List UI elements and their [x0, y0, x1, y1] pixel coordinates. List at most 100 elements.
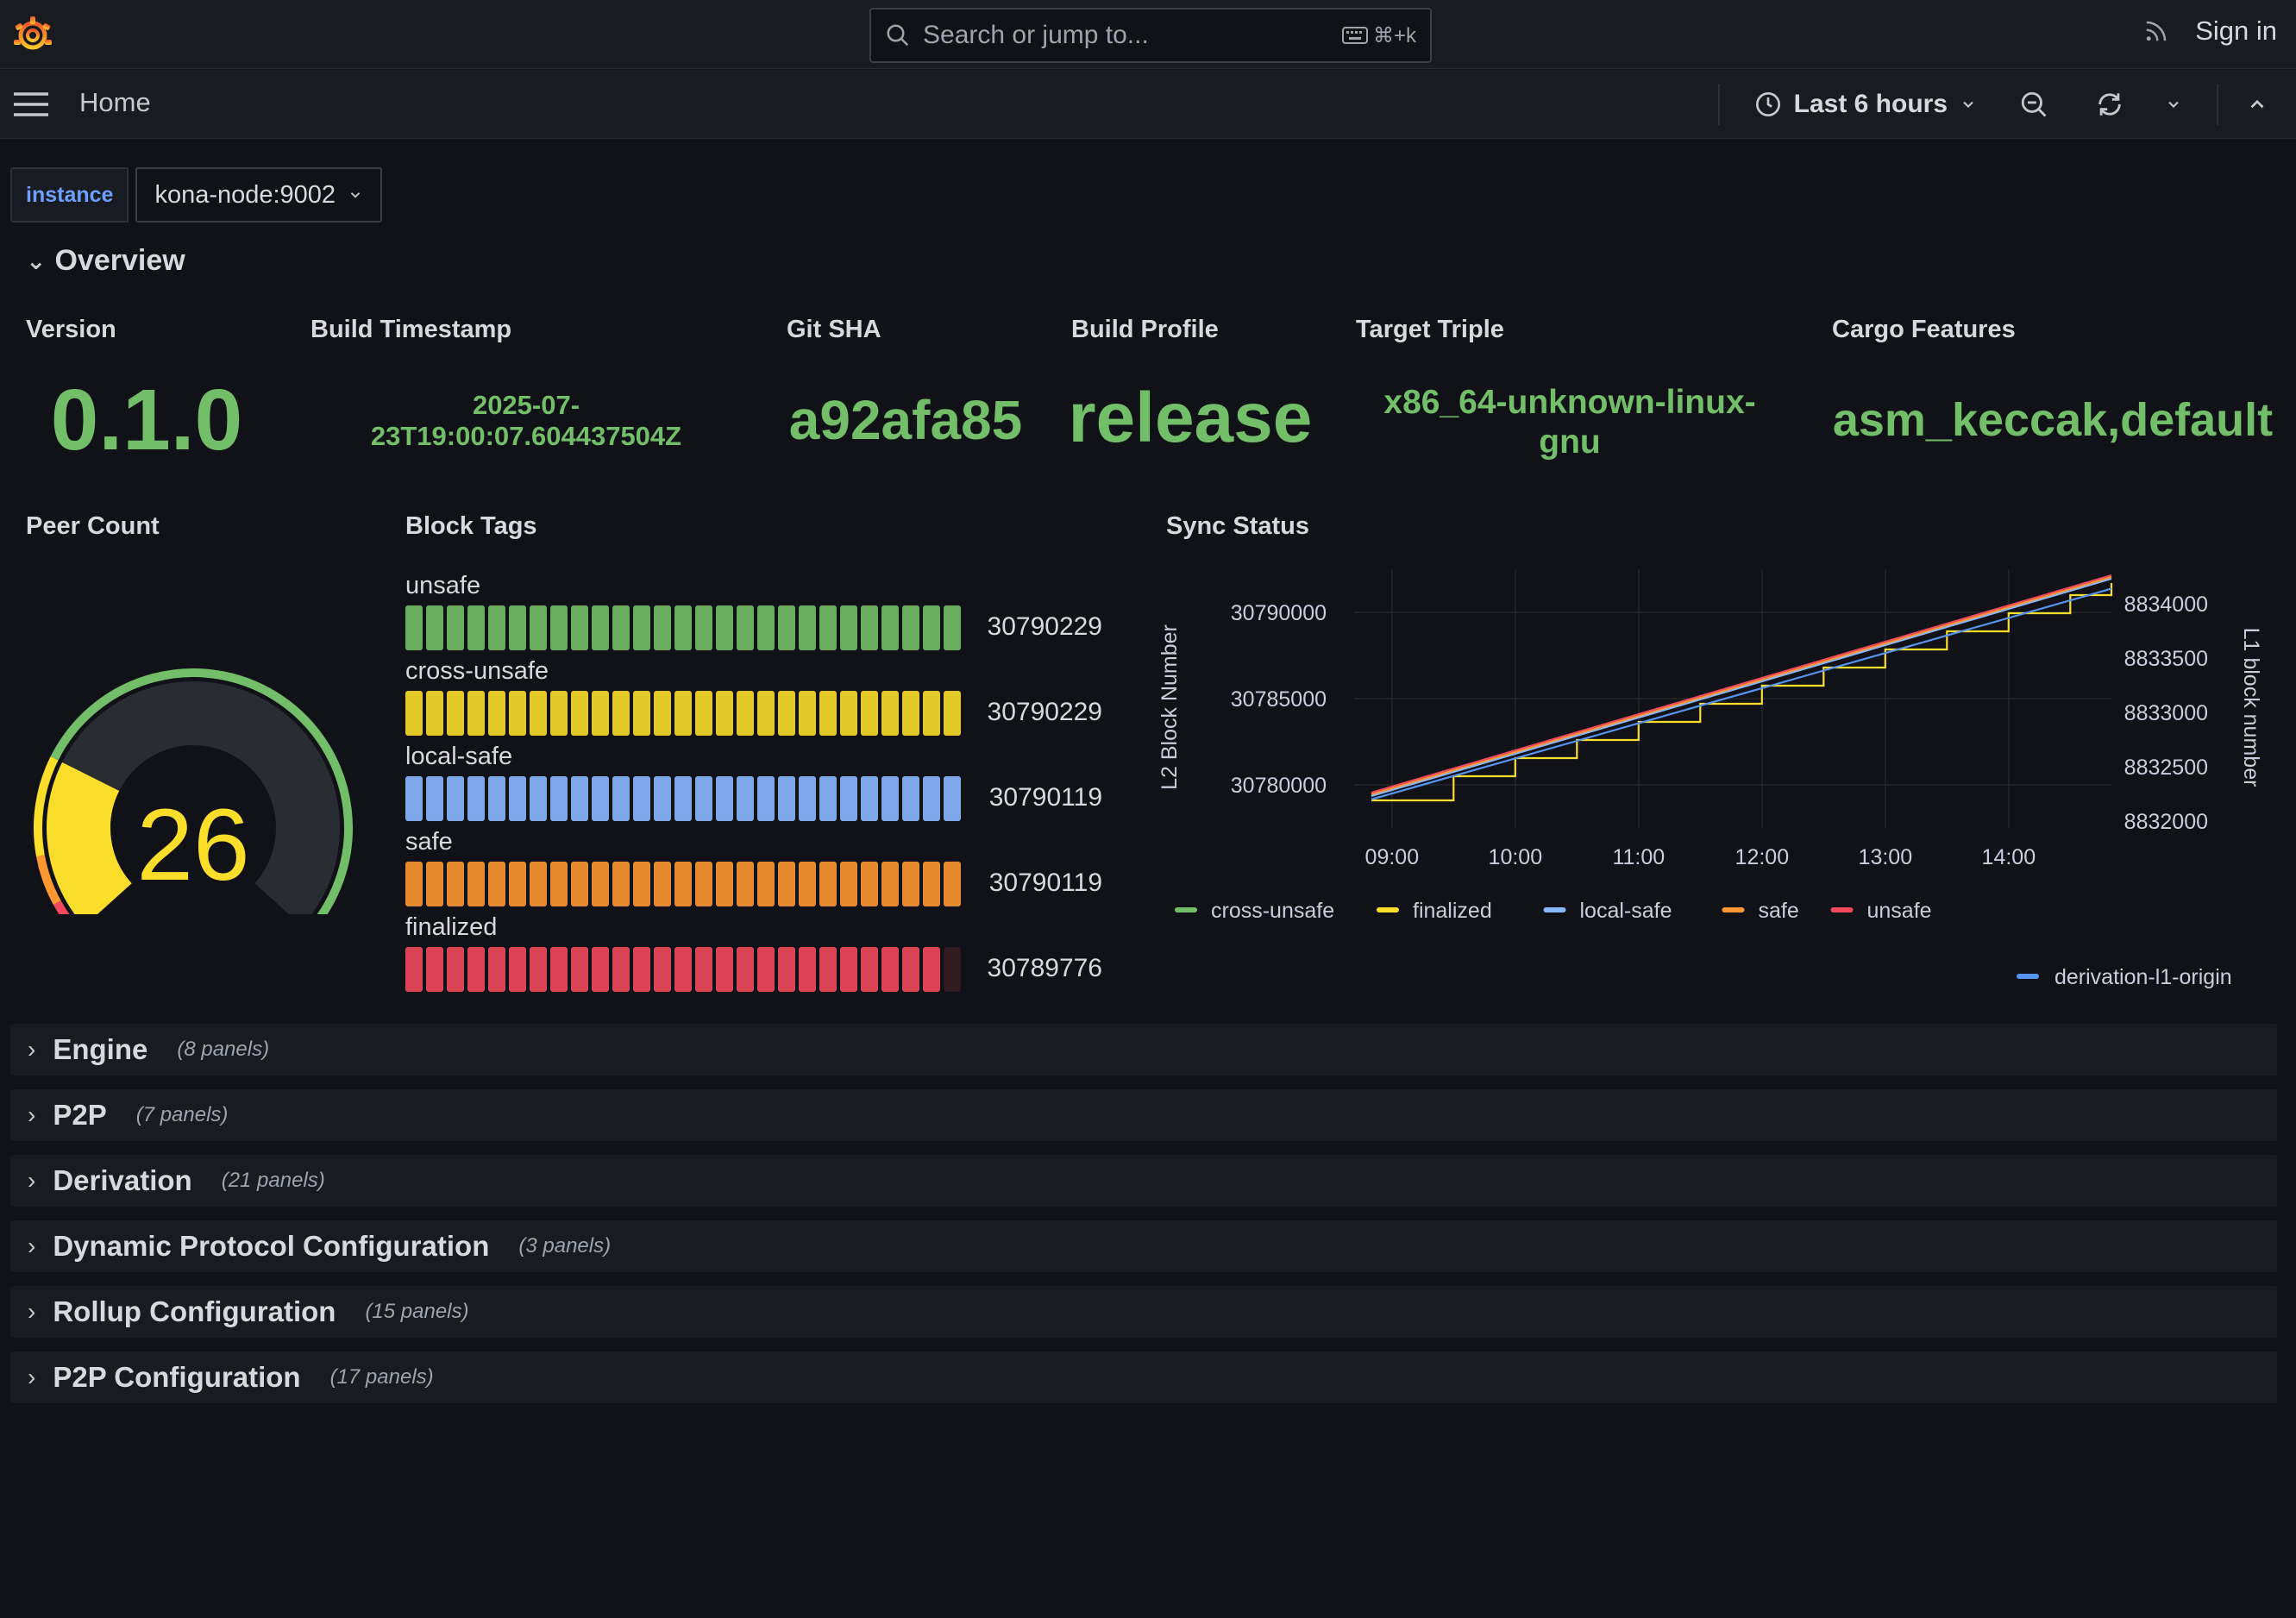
x-tick-label: 11:00	[1612, 845, 1665, 869]
rss-feed-icon[interactable]	[2143, 18, 2169, 44]
bar-cell	[819, 605, 837, 650]
bar-cell	[840, 691, 857, 736]
row-engine[interactable]: › Engine (8 panels)	[10, 1024, 2277, 1076]
bar-cell	[861, 691, 878, 736]
gauge-threshold-orange	[35, 855, 61, 906]
stat-title-version: Version	[26, 316, 116, 343]
bar-cell	[530, 691, 547, 736]
block-tags-title: Block Tags	[405, 512, 537, 540]
refresh-interval-dropdown[interactable]	[2148, 70, 2199, 139]
row-p2p-configuration[interactable]: › P2P Configuration (17 panels)	[10, 1351, 2277, 1403]
variable-label-instance: instance	[10, 167, 129, 223]
top-right-actions: Sign in	[2143, 16, 2277, 47]
bar-cell	[944, 691, 961, 736]
zoom-out-icon	[2021, 91, 2047, 117]
sync-status-title: Sync Status	[1166, 512, 1309, 540]
peer-count-title: Peer Count	[26, 512, 160, 540]
bar-cell	[467, 776, 485, 821]
bar-cell	[612, 947, 630, 992]
stat-value-build-timestamp: 2025-07- 23T19:00:07.604437504Z	[328, 390, 725, 452]
time-controls: Last 6 hours	[1717, 70, 2296, 139]
bar-cell	[923, 605, 940, 650]
legend-swatch-finalized	[1377, 907, 1399, 912]
row-overview[interactable]: ⌄ Overview	[26, 244, 185, 278]
timestamp-line-1: 2025-07-	[472, 390, 580, 420]
row-panel-count: (8 panels)	[177, 1038, 270, 1061]
timestamp-line-2: 23T19:00:07.604437504Z	[370, 421, 682, 451]
bar-cell	[881, 947, 899, 992]
time-range-label: Last 6 hours	[1793, 90, 1948, 118]
bar-cell	[447, 691, 464, 736]
chevron-down-icon	[350, 192, 361, 198]
bar-cell	[530, 862, 547, 906]
bar-cell	[716, 605, 733, 650]
series-line-derivation-l1-origin	[1371, 587, 2112, 800]
bar-cell	[530, 947, 547, 992]
menu-icon[interactable]	[14, 91, 48, 118]
block-tag-value-unsafe: 30790229	[987, 612, 1102, 641]
block-tag-bar-safe	[405, 862, 961, 906]
bar-cell	[902, 862, 919, 906]
row-title: Engine	[53, 1033, 148, 1065]
bar-cell	[654, 776, 671, 821]
search-bar[interactable]: Search or jump to... ⌘+k	[869, 8, 1432, 63]
row-title: Overview	[54, 244, 185, 277]
bar-cell	[737, 605, 754, 650]
bar-cell	[902, 947, 919, 992]
chevron-right-icon: ›	[28, 1298, 36, 1325]
refresh-button[interactable]	[2072, 70, 2148, 139]
y2-tick-label: 8832500	[2124, 756, 2208, 780]
block-tag-bar-unsafe	[405, 605, 961, 650]
legend-label-unsafe: unsafe	[1867, 899, 1932, 923]
row-dynamic-protocol-configuration[interactable]: › Dynamic Protocol Configuration (3 pane…	[10, 1220, 2277, 1272]
bar-cell	[426, 776, 443, 821]
x-tick-label: 12:00	[1735, 845, 1790, 869]
time-range-picker[interactable]: Last 6 hours	[1720, 90, 1996, 119]
bar-cell	[571, 605, 588, 650]
bar-cell	[923, 862, 940, 906]
bar-cell	[426, 605, 443, 650]
bar-cell	[902, 691, 919, 736]
bar-cell	[695, 776, 712, 821]
bar-cell	[612, 862, 630, 906]
stat-value-target-triple: x86_64-unknown-linux- gnu	[1354, 383, 1785, 462]
block-tag-bar-cross-unsafe	[405, 691, 961, 736]
row-derivation[interactable]: › Derivation (21 panels)	[10, 1155, 2277, 1207]
bar-cell	[654, 691, 671, 736]
instance-select[interactable]: kona-node:9002	[135, 167, 383, 223]
target-line-2: gnu	[1539, 423, 1601, 461]
gauge-threshold-yellow	[33, 756, 59, 857]
row-rollup-configuration[interactable]: › Rollup Configuration (15 panels)	[10, 1286, 2277, 1338]
sign-in-link[interactable]: Sign in	[2195, 16, 2277, 46]
chevron-right-icon: ›	[28, 1101, 36, 1128]
bar-cell	[633, 776, 650, 821]
bar-cell	[633, 947, 650, 992]
y2-axis-label: L1 block number	[2239, 628, 2263, 787]
row-panel-count: (17 panels)	[329, 1365, 434, 1389]
bar-cell	[447, 947, 464, 992]
bar-cell	[550, 776, 568, 821]
row-panel-count: (21 panels)	[221, 1169, 325, 1192]
bar-cell	[757, 862, 775, 906]
bar-cell	[778, 947, 795, 992]
chevron-right-icon: ›	[28, 1167, 36, 1194]
bar-cell	[778, 862, 795, 906]
y-axis-label: L2 Block Number	[1157, 624, 1182, 790]
row-p2p[interactable]: › P2P (7 panels)	[10, 1089, 2277, 1141]
bar-cell	[881, 605, 899, 650]
bar-cell	[426, 691, 443, 736]
breadcrumb-home[interactable]: Home	[79, 87, 151, 117]
bar-cell	[488, 947, 505, 992]
grafana-logo-icon[interactable]	[12, 14, 53, 55]
zoom-out-button[interactable]	[1996, 70, 2072, 139]
bar-cell	[716, 862, 733, 906]
bar-cell	[426, 947, 443, 992]
bar-cell	[695, 862, 712, 906]
collapse-header-button[interactable]	[2218, 70, 2296, 139]
bar-cell	[799, 691, 816, 736]
bar-cell	[737, 691, 754, 736]
block-tag-label-local-safe: local-safe	[405, 743, 513, 770]
bar-cell	[861, 862, 878, 906]
bar-cell	[819, 776, 837, 821]
bar-cell	[633, 605, 650, 650]
